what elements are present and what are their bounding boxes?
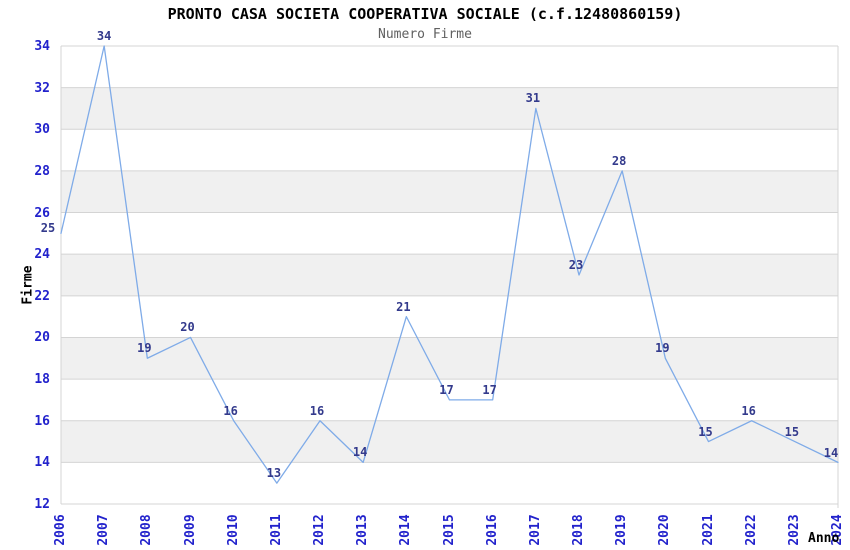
- x-tick-label: 2006: [53, 514, 68, 546]
- y-tick-label: 34: [34, 39, 50, 54]
- x-tick-label: 2016: [484, 514, 500, 546]
- y-tick-label: 26: [34, 205, 50, 221]
- y-tick-label: 32: [34, 80, 50, 96]
- x-tick-label: 2011: [268, 514, 284, 546]
- data-point-label: 13: [266, 466, 282, 481]
- x-tick-label: 2023: [786, 514, 802, 546]
- x-tick-label: 2018: [571, 514, 586, 546]
- grid-band: [61, 337, 838, 380]
- data-point-label: 25: [40, 221, 56, 236]
- y-tick-label: 24: [34, 247, 50, 263]
- data-point-label: 28: [611, 153, 627, 168]
- x-tick-label: 2021: [700, 514, 716, 546]
- x-tick-label: 2014: [398, 514, 414, 546]
- x-tick-label: 2010: [225, 514, 241, 546]
- data-point-label: 17: [439, 382, 454, 397]
- data-line: [60, 45, 839, 484]
- x-tick-label: 2013: [355, 514, 371, 546]
- y-tick-label: 20: [34, 330, 50, 346]
- y-tick-label: 28: [34, 163, 50, 179]
- x-tick-label: 2015: [441, 514, 457, 546]
- y-tick-label: 18: [34, 372, 50, 388]
- data-point-label: 19: [655, 341, 670, 356]
- x-tick-label: 2007: [96, 514, 112, 546]
- grid-band: [61, 87, 838, 130]
- x-tick-label: 2020: [657, 514, 673, 546]
- data-point-label: 20: [180, 320, 195, 335]
- x-tick-label: 2022: [743, 514, 759, 546]
- data-point-label: 16: [741, 403, 756, 418]
- data-point-label: 14: [823, 446, 839, 461]
- x-tick-label: 2019: [614, 514, 630, 546]
- grid-band: [61, 420, 838, 463]
- data-point-label: 21: [396, 299, 411, 314]
- y-tick-label: 12: [34, 497, 50, 512]
- y-tick-label: 16: [34, 413, 50, 429]
- x-tick-label: 2017: [527, 514, 543, 546]
- y-tick-label: 22: [34, 288, 50, 304]
- data-point-label: 17: [482, 382, 497, 397]
- data-point-label: 19: [137, 341, 152, 356]
- chart-title: PRONTO CASA SOCIETA COOPERATIVA SOCIALE …: [167, 5, 683, 23]
- data-point-label: 15: [698, 424, 713, 439]
- grid-band: [61, 254, 838, 296]
- chart-subtitle: Numero Firme: [378, 27, 472, 42]
- data-point-label: 34: [96, 29, 112, 43]
- y-tick-label: 30: [34, 122, 50, 138]
- x-tick-label: 2008: [139, 514, 155, 546]
- y-tick-label: 14: [34, 455, 50, 471]
- data-point-label: 16: [223, 403, 238, 418]
- grid-band: [61, 170, 838, 213]
- data-point-label: 15: [784, 424, 800, 439]
- data-point-label: 16: [309, 403, 325, 418]
- data-point-label: 23: [568, 258, 584, 272]
- x-tick-label: 2012: [312, 514, 327, 546]
- y-axis-title: Firme: [20, 265, 36, 305]
- data-point-label: 31: [525, 91, 541, 106]
- x-axis-title: Anno: [808, 531, 840, 546]
- data-point-label: 14: [352, 445, 368, 460]
- x-tick-label: 2009: [182, 514, 198, 546]
